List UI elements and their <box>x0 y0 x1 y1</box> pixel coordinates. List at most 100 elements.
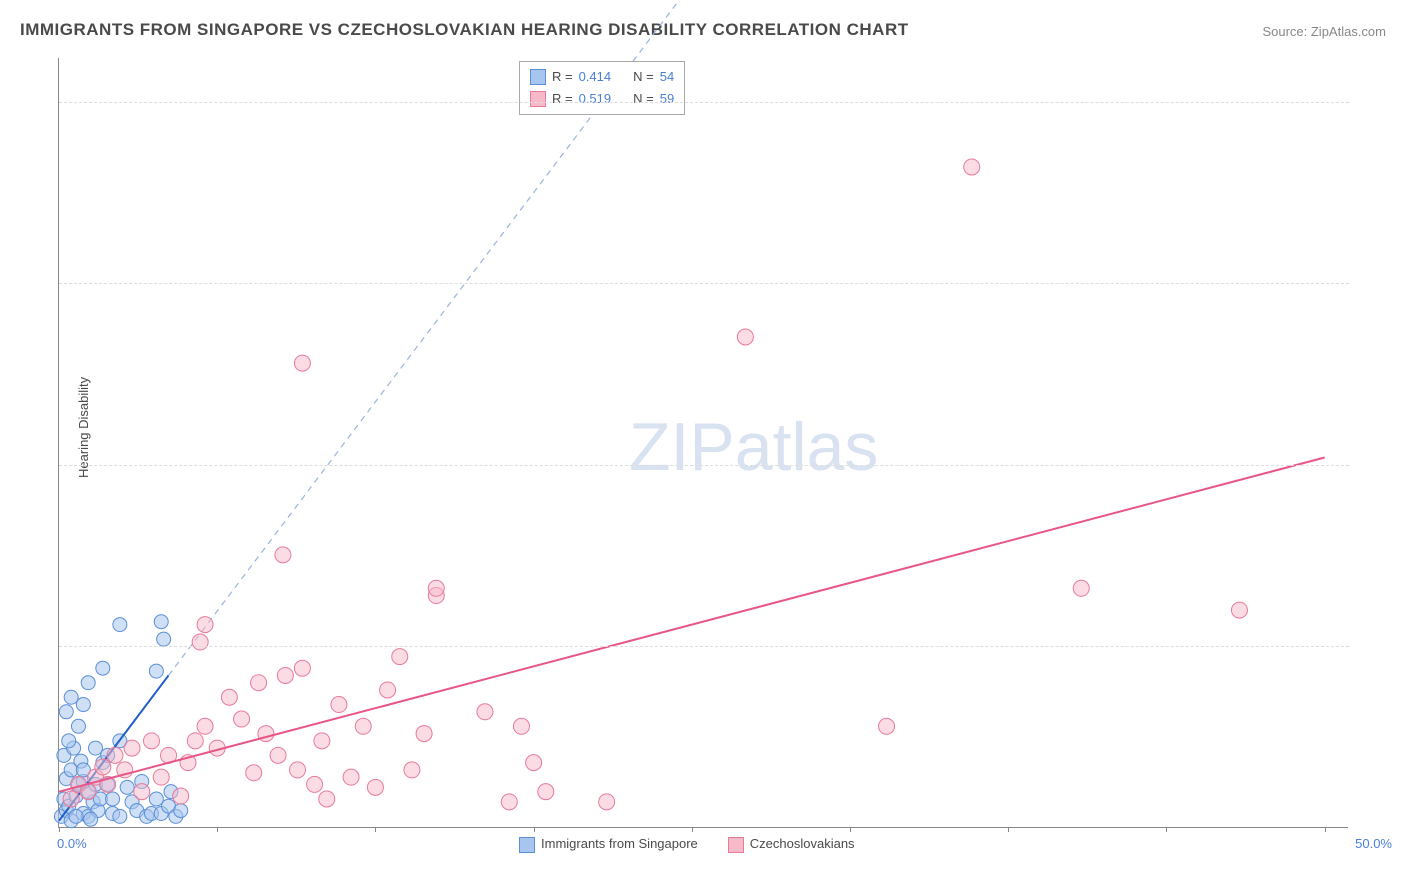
data-point-czech <box>294 660 310 676</box>
n-value-singapore: 54 <box>660 66 674 88</box>
chart-title: IMMIGRANTS FROM SINGAPORE VS CZECHOSLOVA… <box>20 20 909 40</box>
data-point-czech <box>1231 602 1247 618</box>
data-point-singapore <box>113 618 127 632</box>
data-point-czech <box>879 718 895 734</box>
data-point-czech <box>737 329 753 345</box>
data-point-czech <box>513 718 529 734</box>
data-point-czech <box>173 788 189 804</box>
data-point-singapore <box>120 780 134 794</box>
data-point-czech <box>153 769 169 785</box>
gridline <box>59 102 1349 103</box>
data-point-czech <box>1073 580 1089 596</box>
data-point-czech <box>270 747 286 763</box>
data-point-singapore <box>84 812 98 826</box>
x-tick <box>692 827 693 832</box>
data-point-czech <box>367 779 383 795</box>
legend-label-singapore: Immigrants from Singapore <box>541 836 698 851</box>
data-point-singapore <box>157 632 171 646</box>
data-point-czech <box>526 755 542 771</box>
data-point-czech <box>95 759 111 775</box>
data-point-czech <box>197 718 213 734</box>
data-point-singapore <box>59 705 73 719</box>
data-point-czech <box>477 704 493 720</box>
data-point-czech <box>331 697 347 713</box>
data-point-czech <box>964 159 980 175</box>
data-point-singapore <box>113 809 127 823</box>
data-point-czech <box>187 733 203 749</box>
data-point-czech <box>294 355 310 371</box>
r-prefix: R = <box>552 88 573 110</box>
x-tick <box>217 827 218 832</box>
legend-swatch-czech <box>530 91 546 107</box>
data-point-czech <box>63 791 79 807</box>
r-value-singapore: 0.414 <box>579 66 612 88</box>
correlation-legend: R = 0.414 N = 54 R = 0.519 N = 59 <box>519 61 685 115</box>
data-point-singapore <box>149 664 163 678</box>
data-point-czech <box>143 733 159 749</box>
data-point-czech <box>234 711 250 727</box>
gridline <box>59 283 1349 284</box>
data-point-czech <box>380 682 396 698</box>
data-point-singapore <box>62 734 76 748</box>
x-tick <box>1166 827 1167 832</box>
x-tick <box>534 827 535 832</box>
series-legend: Immigrants from Singapore Czechoslovakia… <box>519 836 855 853</box>
data-point-czech <box>246 765 262 781</box>
x-tick-label-50: 50.0% <box>1355 836 1392 851</box>
source-link[interactable]: ZipAtlas.com <box>1311 24 1386 39</box>
legend-label-czech: Czechoslovakians <box>750 836 855 851</box>
source-prefix: Source: <box>1262 24 1310 39</box>
data-point-singapore <box>76 698 90 712</box>
r-value-czech: 0.519 <box>579 88 612 110</box>
data-point-czech <box>343 769 359 785</box>
data-point-czech <box>192 634 208 650</box>
data-point-czech <box>599 794 615 810</box>
legend-item-singapore: Immigrants from Singapore <box>519 836 698 853</box>
gridline <box>59 465 1349 466</box>
data-point-czech <box>251 675 267 691</box>
data-point-singapore <box>96 661 110 675</box>
data-point-czech <box>134 784 150 800</box>
legend-swatch-singapore <box>530 69 546 85</box>
data-point-czech <box>277 667 293 683</box>
x-tick <box>59 827 60 832</box>
data-point-czech <box>124 740 140 756</box>
data-point-czech <box>501 794 517 810</box>
data-point-czech <box>307 776 323 792</box>
data-point-czech <box>319 791 335 807</box>
data-point-czech <box>314 733 330 749</box>
source-attribution: Source: ZipAtlas.com <box>1262 24 1386 39</box>
x-tick <box>1325 827 1326 832</box>
n-prefix: N = <box>633 88 654 110</box>
data-point-czech <box>197 617 213 633</box>
data-point-singapore <box>174 804 188 818</box>
data-point-czech <box>275 547 291 563</box>
plot-svg <box>59 58 1349 828</box>
data-point-singapore <box>149 792 163 806</box>
data-point-czech <box>107 747 123 763</box>
data-point-singapore <box>154 615 168 629</box>
legend-item-czech: Czechoslovakians <box>728 836 855 853</box>
data-point-czech <box>221 689 237 705</box>
data-point-czech <box>355 718 371 734</box>
x-tick <box>1008 827 1009 832</box>
data-point-czech <box>416 726 432 742</box>
data-point-singapore <box>64 690 78 704</box>
data-point-czech <box>404 762 420 778</box>
legend-swatch-icon <box>728 837 744 853</box>
chart-area: Hearing Disability ZIPatlas R = 0.414 N … <box>58 58 1348 828</box>
x-tick <box>850 827 851 832</box>
x-tick <box>375 827 376 832</box>
data-point-czech <box>428 580 444 596</box>
data-point-czech <box>290 762 306 778</box>
data-point-singapore <box>106 792 120 806</box>
data-point-czech <box>392 649 408 665</box>
legend-row-czech: R = 0.519 N = 59 <box>530 88 674 110</box>
data-point-czech <box>538 784 554 800</box>
data-point-singapore <box>71 719 85 733</box>
data-point-singapore <box>69 809 83 823</box>
scatter-plot: ZIPatlas R = 0.414 N = 54 R = 0.519 N = … <box>58 58 1348 828</box>
trendline-czech <box>59 458 1325 792</box>
r-prefix: R = <box>552 66 573 88</box>
data-point-singapore <box>81 676 95 690</box>
